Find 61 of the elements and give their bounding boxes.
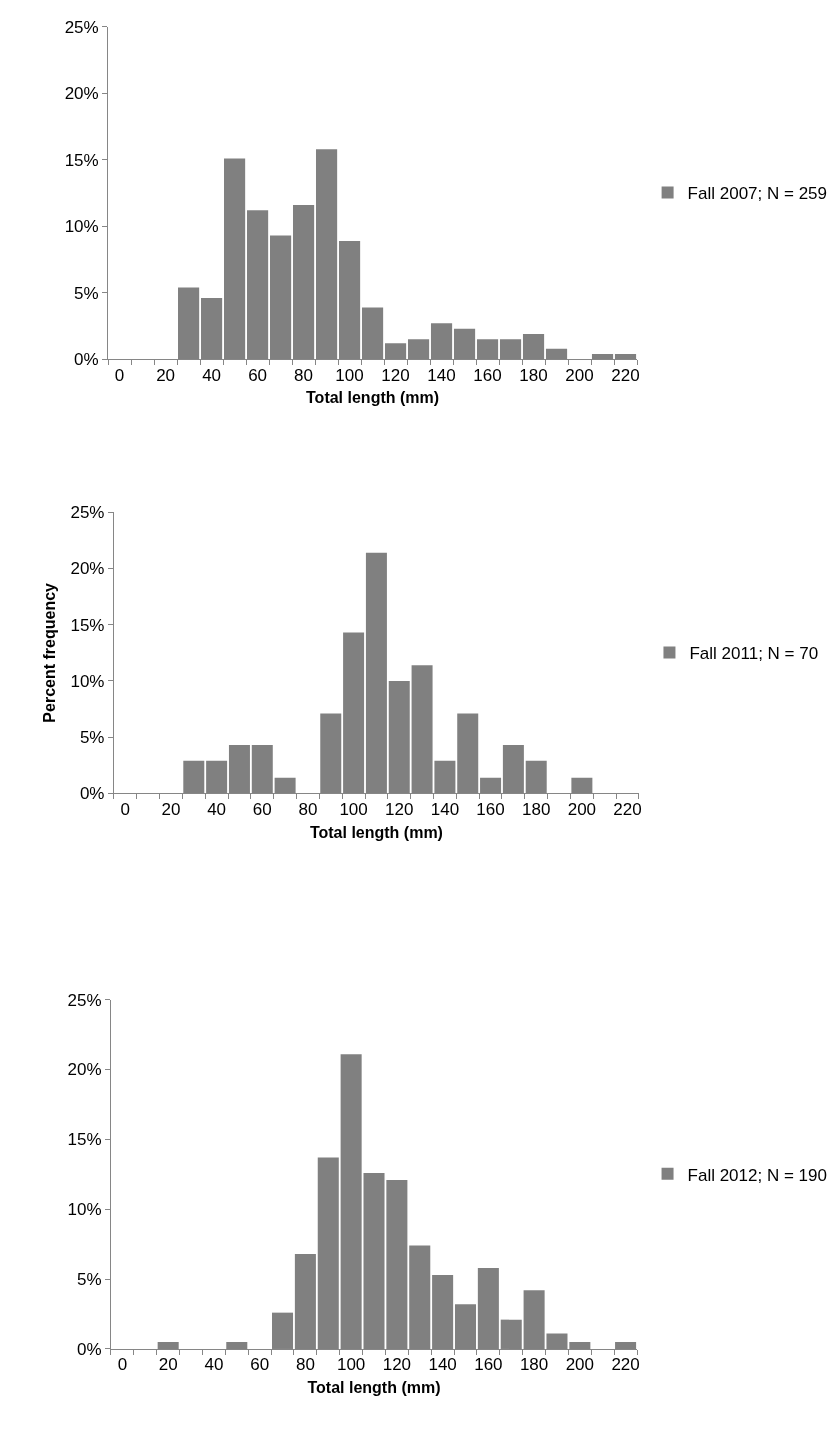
x-tick-label: 100 xyxy=(335,365,364,385)
x-axis-title: Total length (mm) xyxy=(309,823,443,841)
x-axis-title: Total length (mm) xyxy=(307,1379,441,1397)
y-tick-label: 5% xyxy=(79,728,105,748)
x-tick-label: 20 xyxy=(156,365,176,385)
y-tick-label: 0% xyxy=(74,350,99,370)
x-tick-label: 200 xyxy=(565,1355,595,1375)
y-tick-label: 5% xyxy=(77,1270,102,1290)
x-tick-label: 160 xyxy=(474,1355,503,1375)
y-tick-label: 5% xyxy=(74,283,99,303)
x-tick-label: 140 xyxy=(430,799,460,819)
x-tick-label: 160 xyxy=(476,799,505,819)
y-tick-label: 25% xyxy=(67,990,102,1010)
x-tick-label: 0 xyxy=(117,1355,128,1375)
legend-label: Fall 2012; N = 190 xyxy=(687,1165,827,1185)
y-tick-label: 10% xyxy=(64,217,99,237)
y-tick-label: 10% xyxy=(67,1200,102,1220)
legend-label: Fall 2011; N = 70 xyxy=(689,644,819,664)
x-tick-label: 0 xyxy=(114,365,125,385)
x-tick-label: 80 xyxy=(295,1355,315,1375)
y-tick-label: 10% xyxy=(70,671,105,691)
y-tick-label: 20% xyxy=(64,84,99,104)
y-tick-label: 0% xyxy=(77,1339,102,1359)
y-tick-label: 20% xyxy=(70,559,105,579)
x-tick-label: 180 xyxy=(522,799,551,819)
x-tick-label: 200 xyxy=(567,799,597,819)
x-tick-label: 180 xyxy=(519,365,548,385)
x-tick-label: 120 xyxy=(381,365,410,385)
x-tick-label: 40 xyxy=(202,365,222,385)
y-tick-label: 15% xyxy=(67,1130,102,1150)
y-tick-label: 15% xyxy=(70,615,105,635)
x-tick-label: 140 xyxy=(428,1355,457,1375)
x-tick-label: 60 xyxy=(252,799,272,819)
x-tick-label: 20 xyxy=(161,799,181,819)
x-tick-label: 60 xyxy=(248,365,268,385)
x-tick-label: 220 xyxy=(611,1355,640,1375)
y-axis-title: Percent frequency xyxy=(41,582,59,723)
x-tick-label: 40 xyxy=(207,799,227,819)
x-tick-label: 80 xyxy=(298,799,318,819)
y-tick-label: 25% xyxy=(64,17,99,37)
x-tick-label: 80 xyxy=(294,365,314,385)
x-tick-label: 100 xyxy=(336,1355,366,1375)
x-tick-label: 220 xyxy=(613,799,642,819)
legend-label: Fall 2007; N = 259 xyxy=(687,184,828,204)
y-tick-label: 25% xyxy=(70,503,105,523)
x-tick-label: 60 xyxy=(250,1355,270,1375)
y-tick-label: 20% xyxy=(67,1060,102,1080)
x-axis-title: Total length (mm) xyxy=(306,389,440,407)
x-tick-label: 20 xyxy=(158,1355,178,1375)
x-tick-label: 100 xyxy=(339,799,368,819)
x-tick-label: 120 xyxy=(385,799,414,819)
x-tick-label: 140 xyxy=(427,365,456,385)
x-tick-label: 220 xyxy=(611,365,640,385)
x-tick-label: 200 xyxy=(565,365,594,385)
x-tick-label: 40 xyxy=(204,1355,224,1375)
y-tick-label: 15% xyxy=(64,150,99,170)
x-tick-label: 120 xyxy=(382,1355,412,1375)
x-tick-label: 0 xyxy=(120,799,131,819)
x-tick-label: 160 xyxy=(473,365,502,385)
x-tick-label: 180 xyxy=(519,1355,549,1375)
y-tick-label: 0% xyxy=(79,784,105,804)
